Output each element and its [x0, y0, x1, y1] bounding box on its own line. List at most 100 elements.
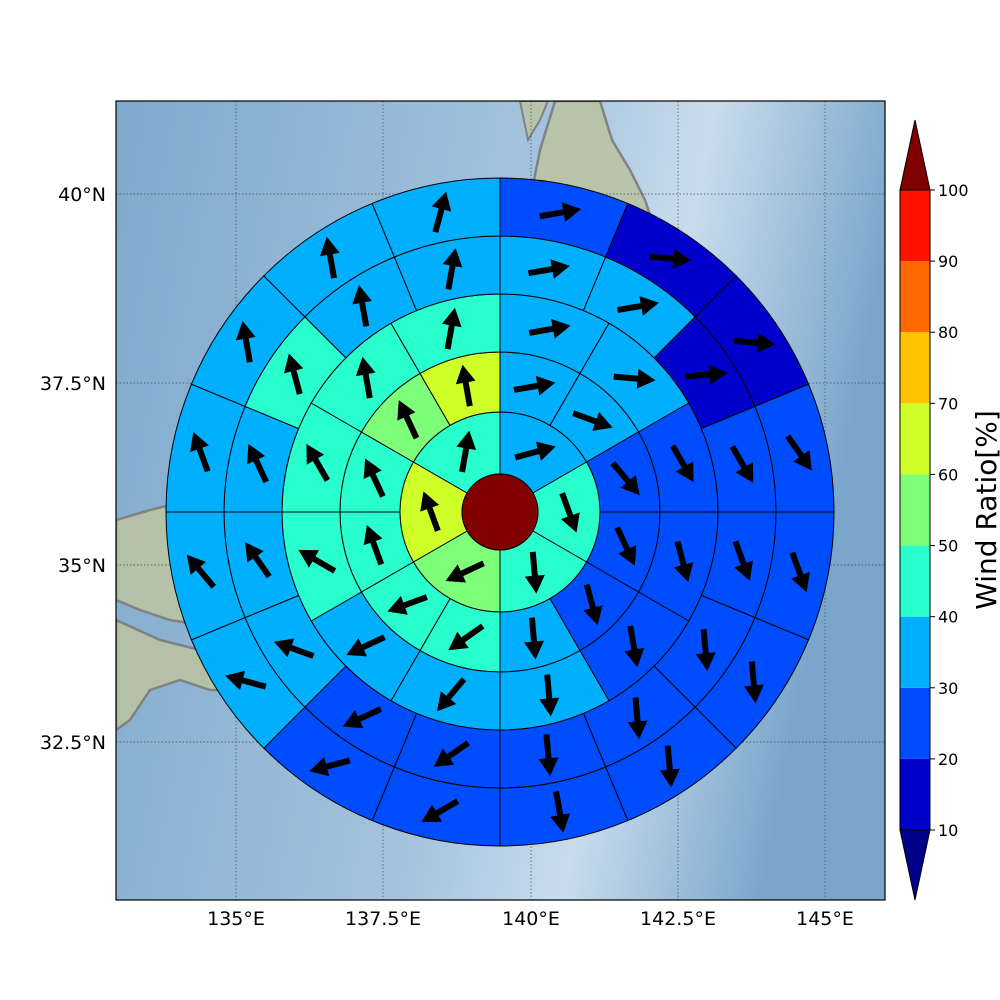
colorbar-segment: [900, 190, 930, 262]
wind-arrow: [627, 697, 648, 740]
wind-arrow: [245, 542, 272, 579]
colorbar-tick-label: 90: [938, 252, 958, 271]
wind-arrow: [320, 236, 340, 279]
colorbar-under-triangle: [899, 829, 931, 901]
wind-arrow: [190, 431, 211, 473]
wind-arrow: [455, 364, 476, 407]
colorbar-frame: [899, 189, 931, 831]
map-panel: [0, 0, 885, 900]
wind-arrows: [0, 0, 812, 833]
wind-arrow: [355, 356, 376, 399]
wind-arrow: [246, 443, 269, 484]
wind-arrow: [448, 623, 485, 651]
colorbar-tick-label: 30: [938, 679, 958, 698]
wind-arrow: [225, 670, 267, 691]
wind-arrow: [0, 0, 10, 20]
wind-arrow: [583, 583, 603, 626]
wind-arrow: [421, 798, 460, 823]
wind-arrow: [733, 332, 776, 353]
wind-arrow: [659, 745, 680, 788]
wind-arrow: [442, 248, 463, 290]
wind-arrow: [669, 444, 694, 483]
colorbar-segment: [900, 545, 930, 617]
wind-arrow: [527, 259, 570, 279]
colorbar-tick-label: 10: [938, 821, 958, 840]
wind-arrow: [0, 0, 10, 20]
lon-tick-labels: 135°E 137.5°E 140°E 142.5°E 145°E: [207, 908, 854, 930]
lon-tick-label: 142.5°E: [640, 908, 716, 930]
map-frame: [115, 100, 886, 901]
wind-arrow: [559, 492, 580, 533]
colorbar-tick-label: 80: [938, 323, 958, 342]
lat-tick-labels: 32.5°N 35°N 37.5°N 40°N: [40, 184, 106, 754]
colorbar-tick-label: 40: [938, 608, 958, 627]
center-disk: [461, 473, 539, 551]
colorbar-segment: [900, 332, 930, 404]
colorbar-tick-label: 100: [938, 181, 969, 200]
wind-arrow: [572, 410, 613, 431]
wind-arrow: [528, 318, 571, 339]
wind-arrow: [610, 461, 640, 496]
wind-arrow: [613, 368, 656, 389]
wind-arrow: [363, 458, 386, 498]
wind-arrow: [617, 296, 659, 316]
wind-arrow: [539, 674, 560, 717]
wind-arrow: [433, 740, 470, 767]
wind-arrow: [186, 554, 217, 589]
wind-arrow: [785, 434, 812, 471]
wind-arrow: [306, 444, 331, 482]
lon-tick-label: 137.5°E: [345, 908, 421, 930]
wind-arrow: [614, 526, 637, 566]
wind-arrow: [0, 0, 10, 20]
wind-arrow: [0, 0, 10, 20]
wind-arrow: [420, 491, 441, 532]
lon-tick-label: 135°E: [207, 908, 265, 930]
wind-arrow: [0, 0, 10, 20]
wind-arrow: [624, 625, 645, 668]
wind-arrow: [0, 0, 10, 20]
wind-arrow: [397, 400, 420, 440]
wind-arrow: [0, 0, 10, 20]
wind-arrow: [235, 320, 256, 363]
wind-arrow: [524, 617, 544, 660]
wind-arrow: [352, 284, 372, 327]
wind-arrow: [346, 634, 386, 657]
wind-arrow: [0, 0, 10, 20]
wind-arrow: [0, 0, 10, 20]
lat-tick-label: 35°N: [58, 555, 106, 577]
wind-arrow: [273, 638, 315, 659]
lat-tick-label: 32.5°N: [40, 732, 106, 754]
colorbar-tick-label: 50: [938, 537, 958, 556]
wind-arrow: [445, 560, 485, 583]
wind-arrow: [0, 0, 10, 20]
ratio-sector: [371, 177, 501, 258]
wind-arrow: [283, 353, 304, 395]
wind-arrow: [550, 790, 571, 833]
wind-arrow: [685, 364, 728, 385]
wind-arrow: [695, 629, 716, 672]
wind-arrow: [0, 0, 10, 20]
wind-arrow: [309, 756, 351, 777]
wind-arrow: [514, 441, 556, 461]
wind-arrow: [673, 540, 694, 583]
colorbar-tick-label: 60: [938, 465, 958, 484]
wind-arrow: [743, 661, 764, 704]
lat-tick-label: 37.5°N: [40, 373, 106, 395]
colorbar-tick-label: 20: [938, 750, 958, 769]
colorbar-title: Wind Ratio[%]: [970, 410, 1000, 610]
land-hokkaido-tip: [518, 101, 550, 143]
wind-arrow: [649, 248, 692, 269]
wind-arrow: [513, 375, 556, 396]
wind-arrow: [0, 0, 10, 20]
wind-arrow: [298, 549, 337, 574]
wind-arrow: [0, 0, 10, 20]
colorbar-segment: [900, 758, 930, 830]
wind-arrow: [524, 551, 545, 594]
wind-arrow: [387, 594, 428, 615]
colorbar-segment: [900, 403, 930, 475]
lat-tick-label: 40°N: [58, 184, 106, 206]
wind-arrow: [363, 524, 385, 566]
wind-arrow: [456, 430, 477, 473]
wind-arrow: [0, 0, 10, 20]
